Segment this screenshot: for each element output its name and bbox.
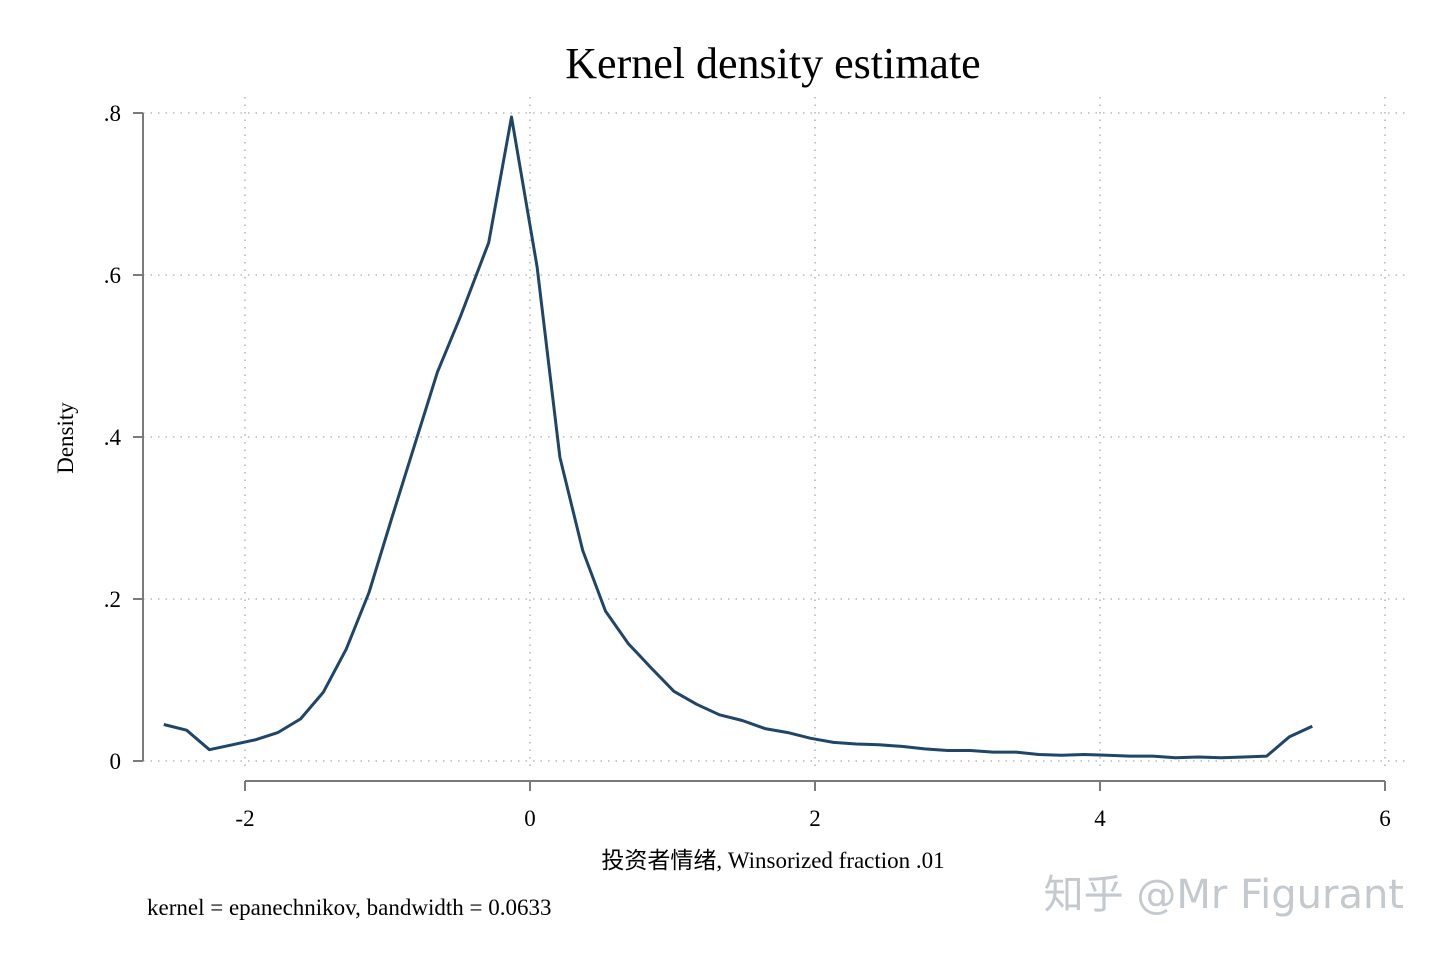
x-axis-label: 投资者情绪, Winsorized fraction .01 — [601, 848, 944, 873]
x-tick-label-3: 4 — [1094, 806, 1106, 831]
density-series — [163, 115, 1313, 760]
chart-title: Kernel density estimate — [565, 39, 980, 88]
x-tick-label-1: 0 — [524, 806, 536, 831]
tick-labels: 0 .2 .4 .6 .8 -2 0 2 4 6 — [104, 101, 1391, 831]
y-axis-label: Density — [53, 402, 78, 474]
y-tick-label-3: .6 — [104, 263, 121, 288]
kernel-note: kernel = epanechnikov, bandwidth = 0.063… — [147, 895, 552, 920]
x-tick-label-2: 2 — [809, 806, 821, 831]
y-tick-label-0: 0 — [110, 749, 122, 774]
watermark-text: 知乎 @Mr Figurant — [1044, 872, 1404, 918]
y-tick-label-1: .2 — [104, 587, 121, 612]
x-tick-label-0: -2 — [235, 806, 254, 831]
y-tick-label-4: .8 — [104, 101, 121, 126]
axes — [133, 112, 1386, 791]
y-tick-label-2: .4 — [104, 425, 122, 450]
density-curve-0 — [163, 115, 1313, 760]
gridlines — [143, 97, 1405, 770]
x-tick-label-4: 6 — [1379, 806, 1391, 831]
